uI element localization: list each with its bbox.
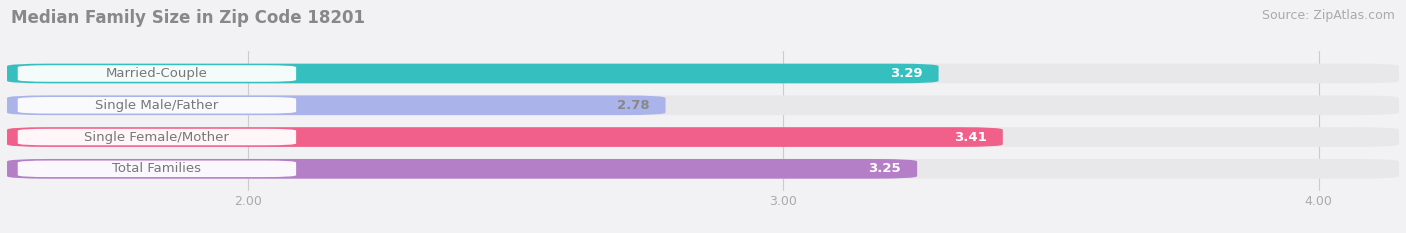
Text: Single Male/Father: Single Male/Father bbox=[96, 99, 218, 112]
FancyBboxPatch shape bbox=[7, 64, 1399, 83]
FancyBboxPatch shape bbox=[7, 159, 1399, 179]
FancyBboxPatch shape bbox=[18, 97, 297, 113]
FancyBboxPatch shape bbox=[7, 159, 917, 179]
Text: 3.25: 3.25 bbox=[869, 162, 901, 175]
FancyBboxPatch shape bbox=[7, 96, 1399, 115]
Text: 2.78: 2.78 bbox=[617, 99, 650, 112]
Text: Median Family Size in Zip Code 18201: Median Family Size in Zip Code 18201 bbox=[11, 9, 366, 27]
FancyBboxPatch shape bbox=[18, 65, 297, 82]
Text: Total Families: Total Families bbox=[112, 162, 201, 175]
Text: Source: ZipAtlas.com: Source: ZipAtlas.com bbox=[1261, 9, 1395, 22]
FancyBboxPatch shape bbox=[18, 161, 297, 177]
Text: 3.29: 3.29 bbox=[890, 67, 922, 80]
FancyBboxPatch shape bbox=[7, 96, 665, 115]
Text: 3.41: 3.41 bbox=[955, 130, 987, 144]
FancyBboxPatch shape bbox=[7, 64, 939, 83]
FancyBboxPatch shape bbox=[7, 127, 1399, 147]
Text: Married-Couple: Married-Couple bbox=[105, 67, 208, 80]
Text: Single Female/Mother: Single Female/Mother bbox=[84, 130, 229, 144]
FancyBboxPatch shape bbox=[18, 129, 297, 145]
FancyBboxPatch shape bbox=[7, 127, 1002, 147]
